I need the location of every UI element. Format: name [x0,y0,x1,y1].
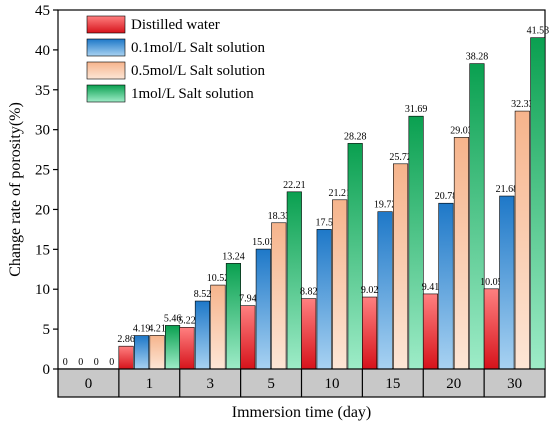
bar [149,335,165,370]
data-label: 9.41 [422,282,440,293]
legend-label: 0.1mol/L Salt solution [131,40,266,56]
x-tick-label: 30 [507,376,522,392]
data-label: 8.82 [300,287,318,298]
bar [194,300,210,370]
data-label: 32.33 [511,99,534,110]
bar [210,284,226,370]
category-strip: 0 1 3 5 10 15 20 30 [57,368,546,398]
y-tick-label: 35 [35,83,50,99]
data-label: 21.68 [496,184,519,195]
bar [301,298,317,370]
data-label: 19.72 [374,200,397,211]
bar [453,137,469,370]
bar [225,263,241,370]
y-tick-label: 10 [35,282,50,298]
x-tick-label: 5 [267,376,275,392]
data-label: 8.52 [194,289,212,300]
data-label: 10.52 [207,273,230,284]
bar [422,293,438,370]
y-tick-label: 15 [35,242,50,258]
bar [408,115,424,370]
bar [134,335,150,370]
bar [316,229,332,370]
data-label: 7.94 [239,294,257,305]
bar [118,345,134,370]
data-label: 0 [109,357,114,368]
data-label: 18.33 [268,211,291,222]
bar [483,288,499,370]
data-label: 2.86 [117,334,135,345]
y-tick-label: 45 [35,3,50,19]
y-axis-title: Change rate of porosity(%) [7,102,24,277]
y-tick-label: 20 [35,202,50,218]
bar [514,110,530,370]
data-label: 22.21 [283,180,306,191]
data-label: 5.46 [164,313,182,324]
data-label: 20.78 [435,191,458,202]
y-axis: 0 5 10 15 20 25 30 35 40 45 [35,3,58,378]
data-label: 25.72 [389,152,412,163]
bar [271,222,287,370]
bar [393,163,409,370]
bar [530,37,546,370]
legend-swatch [86,61,126,80]
bar [499,195,515,370]
data-label: 38.28 [466,52,489,63]
data-label: 41.53 [527,26,550,37]
legend: Distilled water 0.1mol/L Salt solution 0.5… [86,15,266,103]
x-tick-label: 0 [85,376,93,392]
plot-area: 0 0 0 02.864.194.215.465.228.5210.5213.247.… [57,9,550,370]
legend-swatch [86,15,126,34]
data-label: 4.21 [148,323,166,334]
bar [332,199,348,370]
x-tick-label: 1 [146,376,154,392]
y-tick-label: 40 [35,43,50,59]
x-tick-label: 10 [324,376,339,392]
bar [347,143,363,370]
y-tick-label: 30 [35,123,50,139]
data-label: 0 [63,357,68,368]
y-tick-label: 25 [35,163,50,179]
data-label: 13.24 [222,251,245,262]
data-label: 5.22 [178,315,196,326]
bar [438,202,454,370]
data-label: 29.03 [450,125,473,136]
bar [286,191,302,370]
data-label: 28.28 [344,131,367,142]
bar [179,327,195,370]
data-label: 15.03 [252,237,275,248]
data-label: 21.21 [328,188,351,199]
legend-label: 0.5mol/L Salt solution [131,63,266,79]
legend-swatch [86,84,126,103]
bar [240,305,256,370]
bar [165,325,181,370]
data-label: 31.69 [405,104,428,115]
bar [469,63,485,370]
x-axis-title: Immersion time (day) [232,404,372,421]
x-tick-label: 15 [385,376,400,392]
y-tick-label: 0 [43,362,51,378]
x-tick-label: 3 [206,376,214,392]
bar [255,248,271,370]
data-label: 9.02 [361,285,379,296]
y-tick-label: 5 [43,322,51,338]
data-label: 17.5 [315,217,333,228]
data-label: 4.19 [133,324,151,335]
data-label: 0 [78,357,83,368]
x-tick-label: 20 [446,376,461,392]
legend-label: 1mol/L Salt solution [131,86,254,102]
legend-swatch [86,38,126,57]
legend-label: Distilled water [131,17,220,33]
bar [362,296,378,370]
data-label: 10.05 [480,277,503,288]
data-label: 0 [94,357,99,368]
bar [377,211,393,370]
